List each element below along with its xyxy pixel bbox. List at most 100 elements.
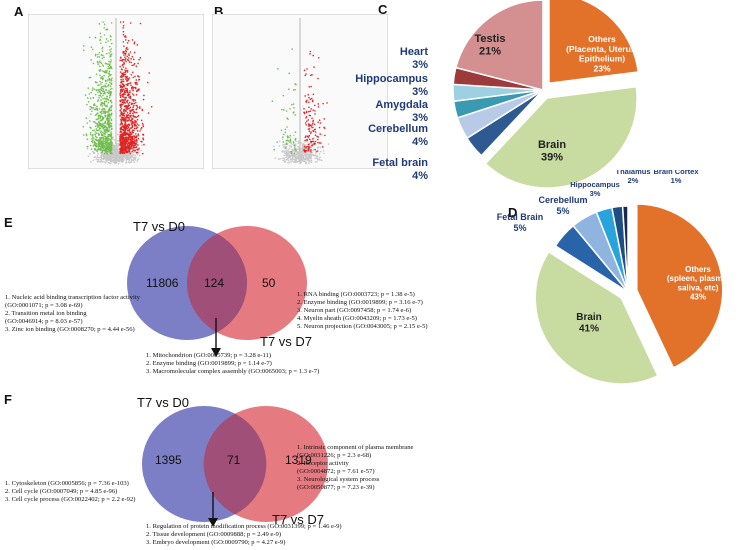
nonsig-point <box>119 158 121 161</box>
up-point <box>136 44 139 46</box>
panel-label-f: F <box>4 392 12 407</box>
down-point <box>100 62 103 64</box>
down-point <box>89 108 92 111</box>
down-point <box>108 45 111 48</box>
up-point <box>308 148 310 151</box>
down-point <box>289 139 292 142</box>
up-point <box>139 22 142 25</box>
nonsig-point <box>125 157 127 159</box>
up-point <box>312 129 314 132</box>
down-point <box>105 143 107 146</box>
up-point <box>129 97 132 100</box>
nonsig-point <box>299 143 302 146</box>
down-point <box>102 131 104 134</box>
up-point <box>124 98 126 100</box>
down-point <box>110 133 113 135</box>
down-point <box>104 70 107 72</box>
down-point <box>100 83 102 85</box>
pie-slice-brain-cortex <box>621 205 629 293</box>
nonsig-point <box>298 148 301 151</box>
down-point <box>103 34 106 36</box>
up-point <box>122 132 125 134</box>
nonsig-point <box>114 152 117 155</box>
down-point <box>106 140 108 143</box>
nonsig-point <box>136 153 139 156</box>
up-point <box>308 128 311 130</box>
up-point <box>135 65 138 68</box>
down-point <box>284 128 287 131</box>
down-point <box>97 53 99 56</box>
up-point <box>132 94 135 96</box>
down-point <box>292 103 295 105</box>
nonsig-point <box>110 156 113 158</box>
nonsig-point <box>279 158 281 160</box>
nonsig-point <box>120 161 123 163</box>
down-point <box>109 117 111 119</box>
down-point <box>93 88 96 91</box>
up-point <box>127 82 129 85</box>
up-point <box>125 50 128 53</box>
nonsig-point <box>317 146 320 148</box>
up-point <box>124 109 127 112</box>
up-point <box>136 148 139 151</box>
down-point <box>108 90 110 92</box>
up-point <box>120 147 122 149</box>
up-point <box>128 134 130 136</box>
up-point <box>129 120 132 122</box>
nonsig-point <box>138 148 140 151</box>
nonsig-point <box>317 150 320 152</box>
down-point <box>104 126 107 128</box>
up-point <box>120 113 122 116</box>
up-point <box>121 112 124 115</box>
nonsig-point <box>299 150 302 153</box>
up-point <box>131 39 134 41</box>
up-point <box>307 128 310 130</box>
up-point <box>136 123 139 125</box>
up-point <box>307 143 310 146</box>
down-point <box>290 152 293 155</box>
up-point <box>119 140 122 143</box>
down-point <box>294 131 297 133</box>
up-point <box>139 130 141 132</box>
up-point <box>123 123 126 125</box>
nonsig-point <box>312 149 315 152</box>
down-point <box>109 65 112 68</box>
nonsig-point <box>301 150 304 152</box>
up-point <box>318 119 321 121</box>
down-point <box>108 109 110 111</box>
up-point <box>139 57 142 59</box>
down-point <box>273 148 276 151</box>
up-point <box>141 122 144 125</box>
up-point <box>304 122 307 124</box>
up-point <box>314 134 317 136</box>
down-point <box>92 97 95 99</box>
down-point <box>96 123 98 125</box>
up-point <box>133 115 135 118</box>
up-point <box>122 41 125 43</box>
up-point <box>130 145 133 147</box>
up-point <box>129 96 132 98</box>
nonsig-point <box>294 161 296 164</box>
up-point <box>123 63 126 65</box>
up-point <box>134 142 137 145</box>
down-point <box>95 128 98 130</box>
pie-label-cerebellum: Cerebellum 4% <box>368 123 428 148</box>
down-point <box>103 140 105 142</box>
down-point <box>105 28 107 31</box>
go-term: 3. Embryo development (GO:0009790; p = 4… <box>146 539 286 546</box>
up-point <box>120 122 123 125</box>
nonsig-point <box>295 154 297 156</box>
down-point <box>99 70 101 72</box>
nonsig-point <box>301 158 304 161</box>
pie-label-cerebellum: Cerebellum 5% <box>538 195 587 216</box>
nonsig-point <box>119 154 121 156</box>
down-point <box>110 101 113 104</box>
pie-slice-brain <box>534 250 659 385</box>
down-point <box>82 49 85 52</box>
up-point <box>309 74 312 77</box>
down-point <box>102 136 104 139</box>
down-point <box>101 47 103 50</box>
nonsig-point <box>116 158 119 160</box>
down-point <box>99 117 101 120</box>
down-point <box>103 97 106 100</box>
